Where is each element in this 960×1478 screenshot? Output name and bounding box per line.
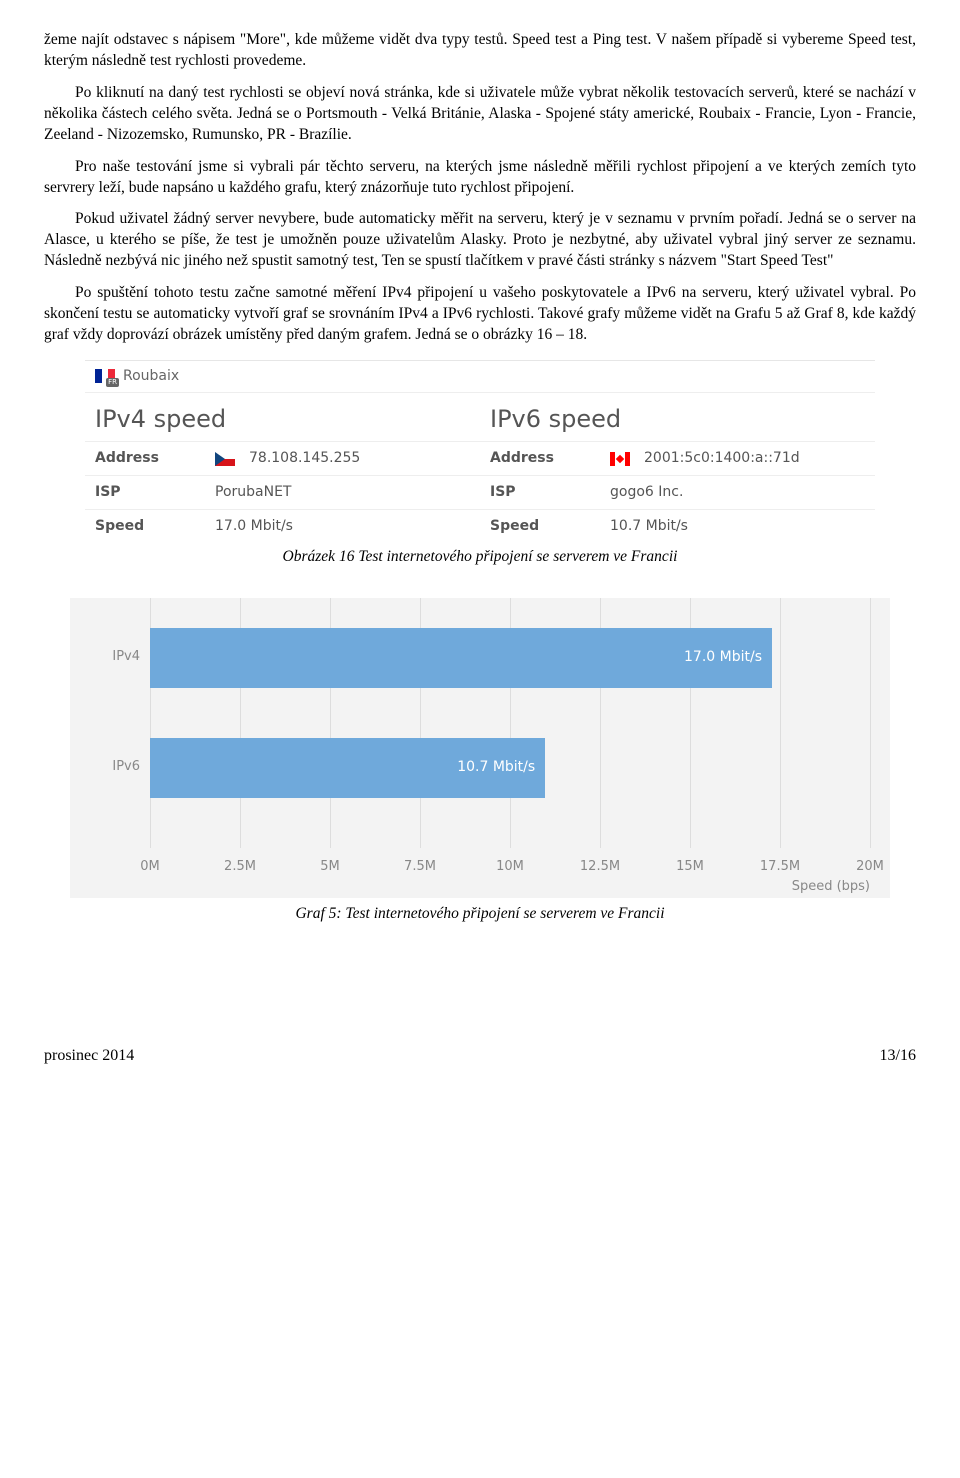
- speed-chart: 0M 2.5M 5M 7.5M 10M 12.5M 15M 17.5M 20M 17.0 Mbit…: [70, 598, 890, 898]
- ipv6-address: 2001:5c0:1400:a::71d: [644, 449, 800, 468]
- chart-x-tick-label: 10M: [496, 858, 524, 876]
- chart-x-tick-label: 15M: [676, 858, 704, 876]
- chart-x-tick-label: 20M: [856, 858, 884, 876]
- ipv6-speed: 10.7 Mbit/s: [610, 517, 865, 536]
- chart-y-label: IPv6: [80, 758, 140, 776]
- label-address: Address: [95, 449, 215, 468]
- footer-date: prosinec 2014: [44, 1045, 134, 1067]
- chart-axis-title: Speed (bps): [792, 878, 870, 896]
- label-speed: Speed: [95, 517, 215, 536]
- chart-x-tick-label: 5M: [320, 858, 340, 876]
- chart-bar-ipv6: 10.7 Mbit/s: [150, 738, 545, 798]
- chart-gridline: [870, 598, 871, 848]
- ipv6-column: IPv6 speed Address 2001:5c0:1400:a::71d …: [480, 393, 875, 547]
- ipv4-title: IPv4 speed: [95, 403, 470, 435]
- paragraph-2: Po kliknutí na daný test rychlosti se ob…: [44, 83, 916, 146]
- chart-x-tick-label: 12.5M: [580, 858, 620, 876]
- footer-page: 13/16: [880, 1045, 916, 1067]
- label-isp: ISP: [490, 483, 610, 502]
- ipv4-speed: 17.0 Mbit/s: [215, 517, 470, 536]
- speed-table-header: Roubaix: [85, 361, 875, 393]
- ipv4-address: 78.108.145.255: [249, 449, 360, 468]
- paragraph-5: Po spuštění tohoto testu začne samotné m…: [44, 283, 916, 346]
- chart-y-label: IPv4: [80, 648, 140, 666]
- label-isp: ISP: [95, 483, 215, 502]
- chart-bar-ipv4: 17.0 Mbit/s: [150, 628, 772, 688]
- czech-flag-icon: [215, 452, 235, 466]
- speed-test-table: Roubaix IPv4 speed Address 78.108.145.25…: [85, 360, 875, 547]
- chart-x-tick-label: 7.5M: [404, 858, 436, 876]
- paragraph-1: žeme najít odstavec s nápisem "More", kd…: [44, 30, 916, 72]
- ipv6-title: IPv6 speed: [490, 403, 865, 435]
- page-footer: prosinec 2014 13/16: [44, 1045, 916, 1067]
- chart-x-tick-label: 17.5M: [760, 858, 800, 876]
- chart-gridline: [780, 598, 781, 848]
- label-speed: Speed: [490, 517, 610, 536]
- canada-flag-icon: [610, 452, 630, 466]
- paragraph-3: Pro naše testování jsme si vybrali pár t…: [44, 157, 916, 199]
- paragraph-4: Pokud uživatel žádný server nevybere, bu…: [44, 209, 916, 272]
- chart-x-tick-label: 2.5M: [224, 858, 256, 876]
- chart-x-tick-label: 0M: [140, 858, 160, 876]
- figure-caption-16: Obrázek 16 Test internetového připojení …: [44, 547, 916, 568]
- ipv4-isp: PorubaNET: [215, 483, 470, 502]
- ipv4-column: IPv4 speed Address 78.108.145.255 ISP Po…: [85, 393, 480, 547]
- server-name: Roubaix: [123, 367, 179, 386]
- ipv6-isp: gogo6 Inc.: [610, 483, 865, 502]
- label-address: Address: [490, 449, 610, 468]
- chart-caption-5: Graf 5: Test internetového připojení se …: [44, 904, 916, 925]
- france-flag-icon: [95, 369, 115, 383]
